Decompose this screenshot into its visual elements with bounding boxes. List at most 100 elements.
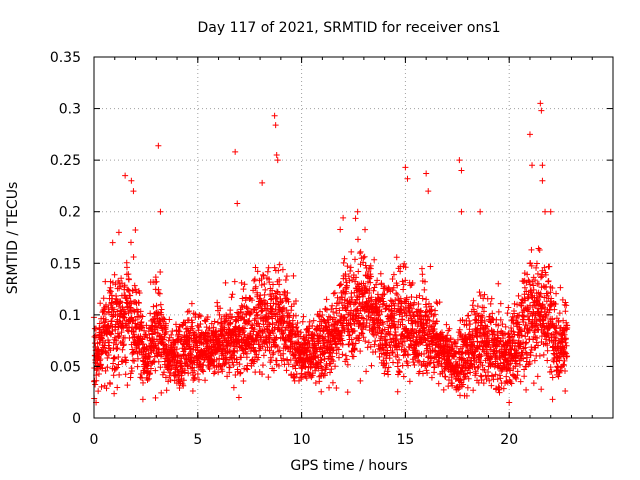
data-point (440, 386, 447, 393)
data-point (173, 346, 180, 353)
data-point (407, 300, 414, 307)
data-point (348, 307, 355, 314)
data-point (153, 302, 160, 309)
data-point (306, 340, 313, 347)
data-point (406, 378, 413, 385)
data-point (548, 368, 555, 375)
data-point (254, 268, 261, 275)
data-point (247, 341, 254, 348)
data-point (114, 384, 121, 391)
data-point (517, 378, 524, 385)
data-point (232, 371, 239, 378)
data-point (342, 275, 349, 282)
data-point (534, 373, 541, 380)
y-tick-label: 0 (72, 411, 81, 427)
data-point (234, 347, 241, 354)
data-point (423, 170, 430, 177)
data-point (127, 298, 134, 305)
data-point (129, 357, 136, 364)
data-point (544, 347, 551, 354)
data-point (488, 354, 495, 361)
data-point (264, 300, 271, 307)
data-point (251, 317, 258, 324)
data-point (347, 267, 354, 274)
data-point (392, 296, 399, 303)
data-point (140, 379, 147, 386)
data-point (424, 370, 431, 377)
data-point (357, 377, 364, 384)
data-point (362, 338, 369, 345)
data-point (526, 316, 533, 323)
data-point (127, 292, 134, 299)
data-point (279, 305, 286, 312)
data-point (95, 388, 102, 395)
data-point (410, 359, 417, 366)
data-point (381, 370, 388, 377)
data-point (385, 284, 392, 291)
data-point (162, 374, 169, 381)
data-point (405, 352, 412, 359)
data-point (466, 317, 473, 324)
data-point (108, 318, 115, 325)
data-point (286, 348, 293, 355)
data-point (132, 227, 139, 234)
data-point (346, 331, 353, 338)
data-point (560, 361, 567, 368)
data-point (459, 316, 466, 323)
data-point (553, 290, 560, 297)
data-point (437, 330, 444, 337)
data-point (458, 167, 465, 174)
data-point (127, 239, 134, 246)
data-point (152, 279, 159, 286)
data-point (478, 339, 485, 346)
data-point (463, 322, 470, 329)
data-point (261, 281, 268, 288)
data-point (150, 347, 157, 354)
data-point (373, 281, 380, 288)
data-point (452, 340, 459, 347)
data-point (184, 308, 191, 315)
data-point (376, 353, 383, 360)
data-point (348, 336, 355, 343)
data-point (167, 369, 174, 376)
data-point (189, 319, 196, 326)
data-point (531, 357, 538, 364)
data-point (190, 371, 197, 378)
data-point (293, 370, 300, 377)
data-point (539, 162, 546, 169)
data-point (245, 318, 252, 325)
data-point (172, 321, 179, 328)
data-point (152, 367, 159, 374)
data-point (107, 381, 114, 388)
data-point (518, 328, 525, 335)
data-point (273, 334, 280, 341)
data-point (134, 355, 141, 362)
data-point (246, 311, 253, 318)
data-point (175, 327, 182, 334)
data-point (562, 349, 569, 356)
data-point (249, 322, 256, 329)
data-point (561, 367, 568, 374)
data-point (506, 334, 513, 341)
data-point (251, 326, 258, 333)
data-point (427, 303, 434, 310)
data-point (411, 362, 418, 369)
data-point (129, 287, 136, 294)
data-point (522, 340, 529, 347)
data-point (351, 346, 358, 353)
data-point (111, 390, 118, 397)
data-point (368, 273, 375, 280)
data-point (271, 112, 278, 119)
data-point (411, 299, 418, 306)
data-point (320, 350, 327, 357)
data-point (383, 360, 390, 367)
data-point (320, 316, 327, 323)
data-point (327, 350, 334, 357)
data-point (227, 319, 234, 326)
x-tick-label: 5 (193, 432, 202, 448)
data-point (241, 281, 248, 288)
data-point (402, 264, 409, 271)
data-point (376, 325, 383, 332)
data-point (371, 341, 378, 348)
data-point (345, 341, 352, 348)
